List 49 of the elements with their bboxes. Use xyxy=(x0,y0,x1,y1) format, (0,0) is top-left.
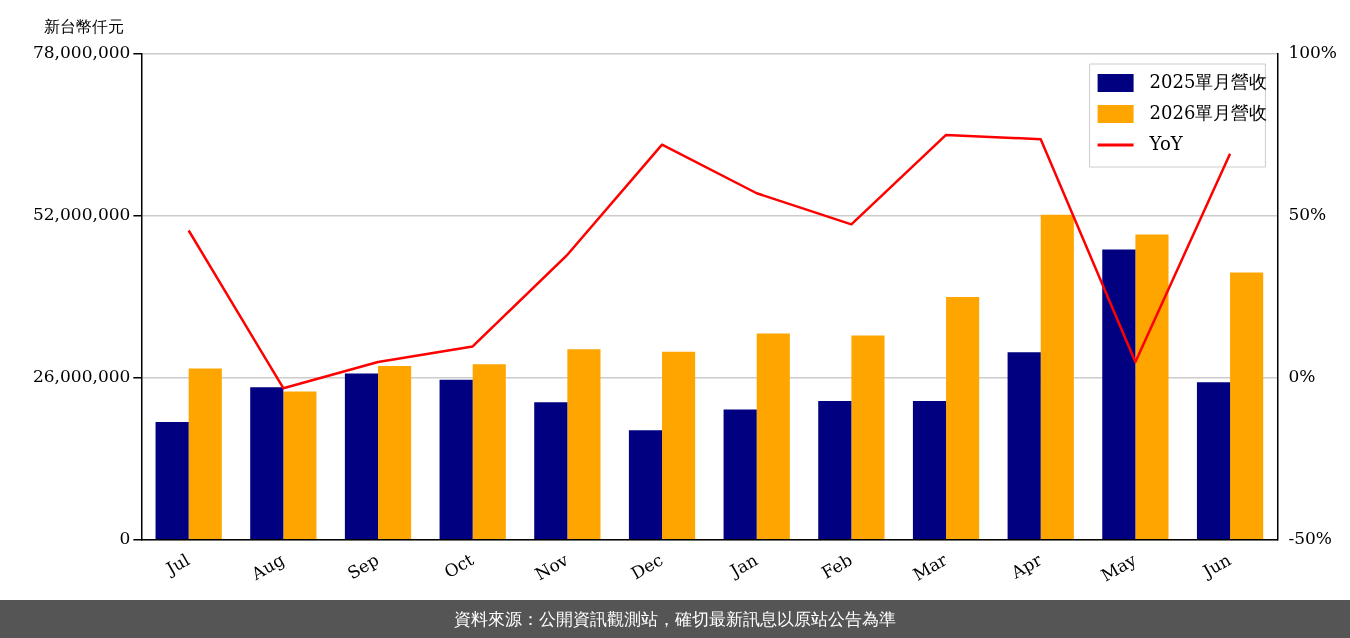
y-tick-label: 0 xyxy=(119,528,131,549)
y2-tick-label: 50% xyxy=(1288,204,1327,225)
bar xyxy=(439,379,473,540)
bar xyxy=(250,387,284,540)
bar xyxy=(662,351,696,540)
legend-label: YoY xyxy=(1148,132,1184,154)
bar xyxy=(1040,214,1074,540)
bar xyxy=(723,409,757,540)
bar xyxy=(1230,272,1264,540)
x-tick-label: Feb xyxy=(818,549,856,583)
x-tick-label: Nov xyxy=(531,549,572,585)
x-tick-label: Dec xyxy=(627,549,667,584)
bar xyxy=(344,373,379,540)
bar xyxy=(628,430,663,540)
x-tick-label: Aug xyxy=(247,549,288,585)
y-tick-label: 52,000,000 xyxy=(32,204,131,225)
bar xyxy=(472,364,506,540)
bar xyxy=(283,391,317,540)
y2-tick-label: 0% xyxy=(1288,366,1316,387)
x-tick-label: Mar xyxy=(909,549,952,585)
bar xyxy=(912,400,947,540)
bar xyxy=(567,349,601,540)
bar xyxy=(818,400,852,540)
x-tick-label: Oct xyxy=(440,549,478,583)
y-tick-label: 78,000,000 xyxy=(32,42,131,63)
bar xyxy=(188,368,222,540)
bar xyxy=(1196,382,1231,540)
source-note: 資料來源：公開資訊觀測站，確切最新訊息以原站公告為準 xyxy=(0,600,1350,638)
bar xyxy=(155,422,189,540)
y-axis-title: 新台幣仟元 xyxy=(44,17,124,37)
bar xyxy=(378,366,412,540)
bar xyxy=(851,335,885,540)
x-tick-label: Jun xyxy=(1197,549,1235,583)
x-tick-label: May xyxy=(1097,549,1140,586)
bar xyxy=(946,296,980,540)
x-tick-label: Sep xyxy=(344,549,383,584)
y2-tick-label: -50% xyxy=(1288,528,1332,549)
legend-label: 2025單月營收 xyxy=(1149,70,1268,92)
bar xyxy=(1102,249,1136,540)
y-tick-label: 26,000,000 xyxy=(32,366,131,387)
bar xyxy=(756,333,790,540)
x-tick-label: Jan xyxy=(725,549,761,582)
y2-tick-label: 100% xyxy=(1288,42,1338,63)
bar xyxy=(1007,352,1041,540)
x-tick-label: Jul xyxy=(161,549,193,580)
bar xyxy=(534,402,568,540)
x-tick-label: Apr xyxy=(1006,549,1046,584)
bar xyxy=(1135,234,1169,540)
legend-label: 2026單月營收 xyxy=(1149,101,1268,123)
